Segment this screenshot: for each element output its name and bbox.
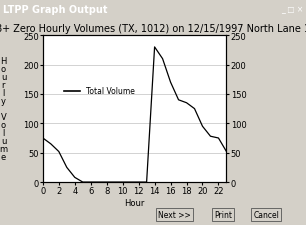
Text: Cancel: Cancel (253, 210, 279, 219)
Legend: Total Volume: Total Volume (61, 84, 138, 99)
Text: Next >>: Next >> (158, 210, 191, 219)
Text: Print: Print (215, 210, 232, 219)
Text: LTPP Graph Output: LTPP Graph Output (3, 4, 108, 15)
Y-axis label: H
o
u
r
l
y
 
V
o
l
u
m
e: H o u r l y V o l u m e (0, 57, 8, 161)
Text: 8+ Zero Hourly Volumes (TX, 1012) on 12/15/1997 North Lane 1: 8+ Zero Hourly Volumes (TX, 1012) on 12/… (0, 24, 306, 34)
Text: _ □ ×: _ □ × (282, 5, 304, 14)
X-axis label: Hour: Hour (125, 198, 145, 207)
